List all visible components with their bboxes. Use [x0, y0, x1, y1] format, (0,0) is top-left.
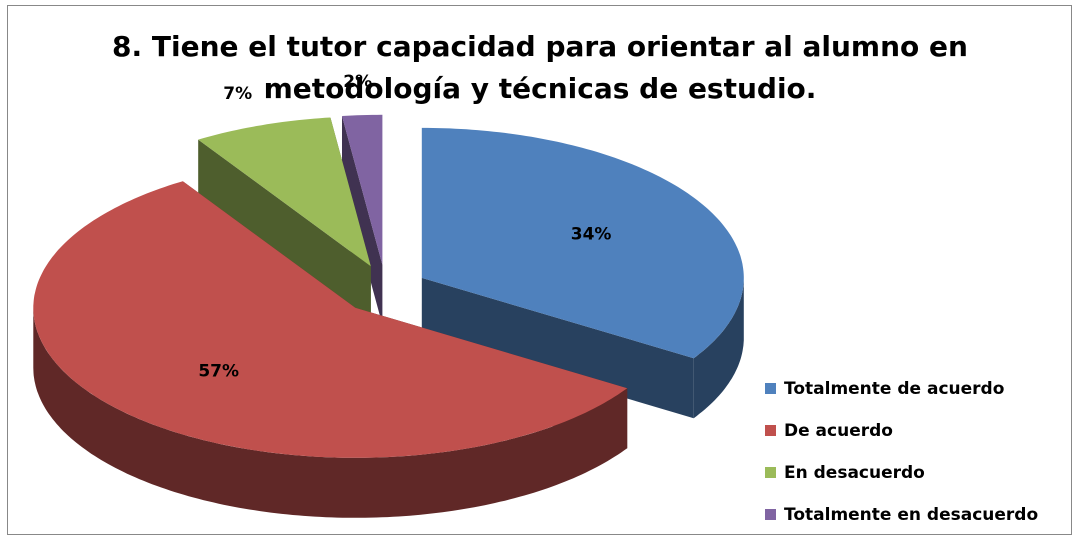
legend-swatch [765, 467, 776, 478]
slice-side [198, 139, 371, 327]
legend-label: En desacuerdo [784, 463, 925, 483]
slice-side [421, 277, 694, 419]
slice-side [693, 277, 744, 419]
slice [198, 117, 371, 267]
chart-title: 8. Tiene el tutor capacidad para orienta… [112, 30, 968, 105]
data-label: 34% [571, 225, 612, 245]
slice [421, 127, 744, 359]
legend-swatch [765, 425, 776, 436]
slice [342, 114, 383, 265]
slice-side [33, 307, 628, 518]
data-label: 2% [343, 72, 372, 92]
slice [33, 181, 628, 458]
data-label: 7% [223, 84, 252, 104]
legend-swatch [765, 509, 776, 520]
chart-frame [7, 5, 1072, 535]
slice-side [342, 116, 383, 325]
legend-label: Totalmente en desacuerdo [784, 505, 1038, 525]
legend-label: De acuerdo [784, 421, 893, 441]
legend-swatch [765, 383, 776, 394]
data-label: 57% [198, 361, 239, 381]
legend-label: Totalmente de acuerdo [784, 379, 1004, 399]
